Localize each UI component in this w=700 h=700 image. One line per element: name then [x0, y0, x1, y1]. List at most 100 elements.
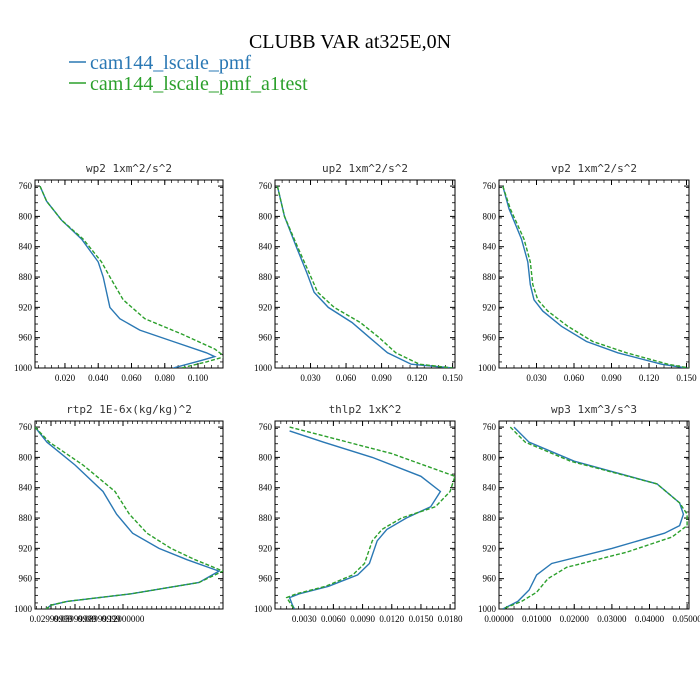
plot-frame — [34, 179, 224, 369]
y-tick-label: 1000 — [254, 363, 273, 373]
panel-title: up2 1xm^2/s^2 — [322, 162, 408, 175]
y-tick-label: 760 — [259, 422, 273, 432]
x-tick-label: 0.090 — [371, 373, 392, 383]
x-tick-label: 0.0120 — [379, 614, 404, 624]
x-tick-label: 0.090 — [601, 373, 622, 383]
x-tick-label: 0.060 — [336, 373, 357, 383]
x-tick-label: 0.02999999 — [30, 614, 73, 624]
y-tick-label: 760 — [483, 181, 497, 191]
x-tick-label: 0.100 — [188, 373, 209, 383]
x-tick-label: 0.150 — [443, 373, 464, 383]
x-tick-label: 0.05000 — [672, 614, 700, 624]
y-tick-label: 840 — [259, 483, 273, 493]
series-line — [39, 185, 223, 368]
x-tick-label: 0.08999999 — [78, 614, 121, 624]
x-tick-label: 0.03000 — [597, 614, 627, 624]
y-tick-label: 880 — [19, 513, 33, 523]
y-tick-label: 800 — [483, 452, 497, 462]
y-tick-label: 1000 — [478, 363, 497, 373]
panel-title: wp2 1xm^2/s^2 — [86, 162, 172, 175]
x-tick-label: 0.040 — [88, 373, 109, 383]
series-line — [502, 426, 685, 609]
y-tick-label: 920 — [483, 302, 497, 312]
legend-entry: cam144_lscale_pmf — [69, 52, 251, 74]
plot-frame — [498, 420, 690, 610]
y-tick-label: 1000 — [14, 604, 33, 614]
x-tick-label: 0.060 — [121, 373, 142, 383]
y-tick-label: 880 — [483, 513, 497, 523]
y-tick-label: 800 — [19, 452, 33, 462]
y-tick-label: 960 — [259, 333, 273, 343]
panel-title: rtp2 1E-6x(kg/kg)^2 — [66, 403, 192, 416]
series-line — [35, 426, 221, 609]
y-tick-label: 920 — [483, 543, 497, 553]
chart-panel: wp3 1xm^3/s^3 760 800 840 880 920 960 10000.000… — [478, 403, 700, 624]
y-tick-label: 880 — [259, 272, 273, 282]
y-tick-label: 960 — [259, 574, 273, 584]
x-tick-label: 0.0180 — [438, 614, 463, 624]
y-tick-label: 760 — [259, 181, 273, 191]
x-tick-label: 0.02000 — [560, 614, 590, 624]
series-line — [502, 185, 687, 368]
legend-label: cam144_lscale_pmf — [90, 52, 251, 74]
chart-panel: vp2 1xm^2/s^2 760 800 840 880 920 960 1000 0.030… — [478, 162, 697, 383]
panel-title: thlp2 1xK^2 — [329, 403, 402, 416]
y-tick-label: 880 — [19, 272, 33, 282]
panel-title: wp3 1xm^3/s^3 — [551, 403, 637, 416]
series-line — [35, 426, 223, 609]
panel-title: vp2 1xm^2/s^2 — [551, 162, 637, 175]
y-tick-label: 840 — [483, 242, 497, 252]
y-tick-label: 800 — [259, 211, 273, 221]
chart-panel: rtp2 1E-6x(kg/kg)^2 760 800 840 880 920 960 100… — [14, 403, 224, 624]
x-tick-label: 0.12000000 — [102, 614, 145, 624]
y-tick-label: 960 — [19, 574, 33, 584]
series-line — [502, 426, 688, 609]
x-tick-label: 0.0150 — [409, 614, 434, 624]
y-tick-label: 960 — [19, 333, 33, 343]
figure-legend: cam144_lscale_pmf cam144_lscale_pmf_a1te… — [69, 52, 308, 95]
x-tick-label: 0.030 — [300, 373, 321, 383]
panel-grid: wp2 1xm^2/s^2 760 800 840 880 920 960 1000 0.020… — [14, 162, 700, 624]
series-line — [39, 185, 217, 368]
plot-frame — [274, 420, 456, 610]
x-tick-label: 0.00000 — [484, 614, 514, 624]
y-tick-label: 800 — [19, 211, 33, 221]
series-line — [285, 426, 455, 609]
series-line — [276, 185, 453, 368]
chart-panel: thlp2 1xK^2 760 800 840 880 920 960 1000 0.0030 0… — [254, 403, 463, 624]
x-tick-label: 0.020 — [55, 373, 76, 383]
y-tick-label: 800 — [259, 452, 273, 462]
series-line — [288, 430, 442, 609]
y-tick-label: 920 — [19, 543, 33, 553]
figure-title: CLUBB VAR at325E,0N — [249, 31, 451, 53]
y-tick-label: 1000 — [478, 604, 497, 614]
x-tick-label: 0.04000 — [635, 614, 665, 624]
plot-frame — [498, 179, 690, 369]
x-tick-label: 0.0090 — [350, 614, 375, 624]
x-tick-label: 0.150 — [676, 373, 697, 383]
y-tick-label: 800 — [483, 211, 497, 221]
x-tick-label: 0.120 — [407, 373, 428, 383]
chart-panel: up2 1xm^2/s^2 760 800 840 880 920 960 1000 0.030… — [254, 162, 463, 383]
y-tick-label: 1000 — [254, 604, 273, 614]
y-tick-label: 960 — [483, 574, 497, 584]
y-tick-label: 840 — [19, 483, 33, 493]
series-line — [502, 185, 689, 368]
y-tick-label: 1000 — [14, 363, 33, 373]
x-tick-label: 0.060 — [564, 373, 585, 383]
x-tick-label: 0.080 — [155, 373, 176, 383]
x-tick-label: 0.0030 — [292, 614, 317, 624]
y-tick-label: 840 — [19, 242, 33, 252]
x-tick-label: 0.0060 — [321, 614, 346, 624]
y-tick-label: 920 — [19, 302, 33, 312]
y-tick-label: 760 — [19, 422, 33, 432]
legend-entry: cam144_lscale_pmf_a1test — [69, 73, 308, 95]
plot-frame — [274, 179, 456, 369]
y-tick-label: 920 — [259, 543, 273, 553]
y-tick-label: 760 — [483, 422, 497, 432]
legend-label: cam144_lscale_pmf_a1test — [90, 73, 308, 95]
x-tick-label: 0.05999999 — [54, 614, 97, 624]
x-tick-label: 0.030 — [526, 373, 547, 383]
plot-frame — [34, 420, 224, 610]
